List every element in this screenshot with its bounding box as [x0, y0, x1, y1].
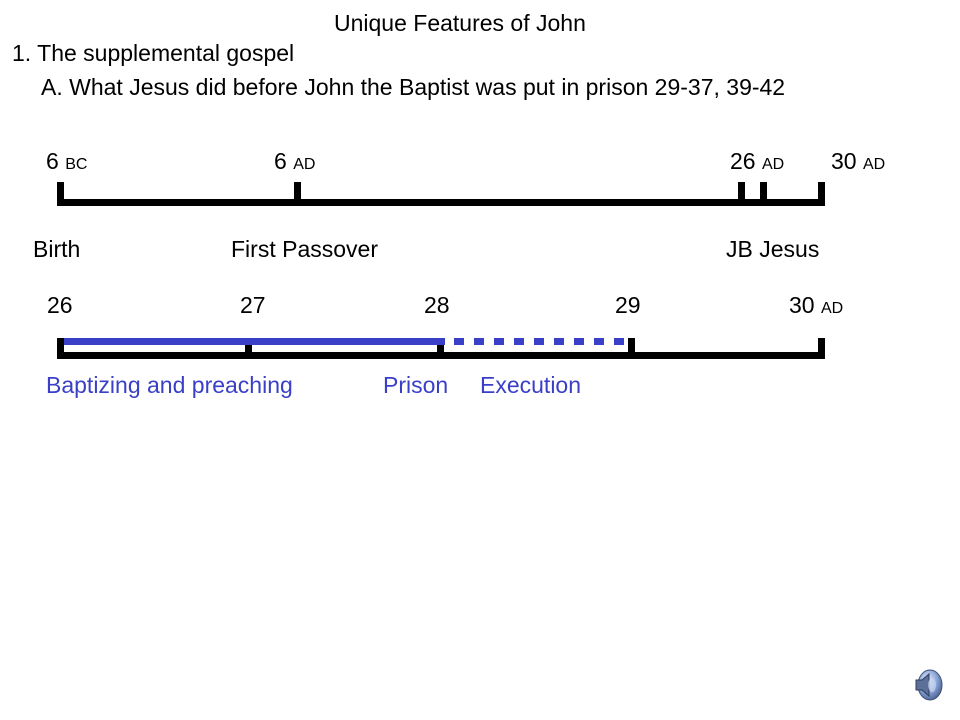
prison-dash [494, 338, 504, 345]
event-label-birth: Birth [33, 236, 81, 262]
year-label-26: 26 [47, 292, 73, 318]
event-label-prison: Prison [383, 372, 449, 398]
prison-dash [594, 338, 604, 345]
timeline-2-tick-27 [245, 338, 252, 359]
prison-dash [574, 338, 584, 345]
date-label-30ad: 30 AD [831, 148, 886, 174]
date-label-6ad: 6 AD [274, 148, 316, 174]
event-label-jb-jesus: JB Jesus [726, 236, 820, 262]
outline-point-1: 1. The supplemental gospel [12, 40, 295, 66]
date-label-6bc: 6 BC [46, 148, 88, 174]
timeline-1-tick-jesus [760, 182, 767, 206]
timeline-2-tick-26 [57, 338, 64, 359]
year-label-27: 27 [240, 292, 266, 318]
year-label-29: 29 [615, 292, 641, 318]
timeline-1-tick-26ad [738, 182, 745, 206]
timeline-1-tick-30ad [818, 182, 825, 206]
speaker-icon-graphic [915, 669, 943, 701]
timeline-1-tick-6bc [57, 182, 64, 206]
baptizing-preaching-bar [64, 338, 445, 345]
prison-dash [614, 338, 624, 345]
year-label-30ad: 30 AD [789, 292, 844, 318]
speaker-icon[interactable] [912, 668, 944, 702]
event-label-execution: Execution [480, 372, 582, 398]
page-title: Unique Features of John [334, 10, 586, 36]
outline-point-1a: A. What Jesus did before John the Baptis… [41, 74, 786, 100]
prison-dash [554, 338, 564, 345]
timeline-2-tick-30ad [818, 338, 825, 359]
event-label-first-passover: First Passover [231, 236, 378, 262]
timeline-1-tick-6ad [294, 182, 301, 206]
year-label-28: 28 [424, 292, 450, 318]
timeline-2-tick-29 [628, 338, 635, 359]
event-label-baptizing-preaching: Baptizing and preaching [46, 372, 293, 398]
prison-dash [474, 338, 484, 345]
prison-dash [534, 338, 544, 345]
timeline-2-tick-28 [437, 338, 444, 359]
prison-dash [454, 338, 464, 345]
prison-dash [514, 338, 524, 345]
timeline-1-axis [57, 199, 825, 206]
date-label-26ad: 26 AD [730, 148, 785, 174]
